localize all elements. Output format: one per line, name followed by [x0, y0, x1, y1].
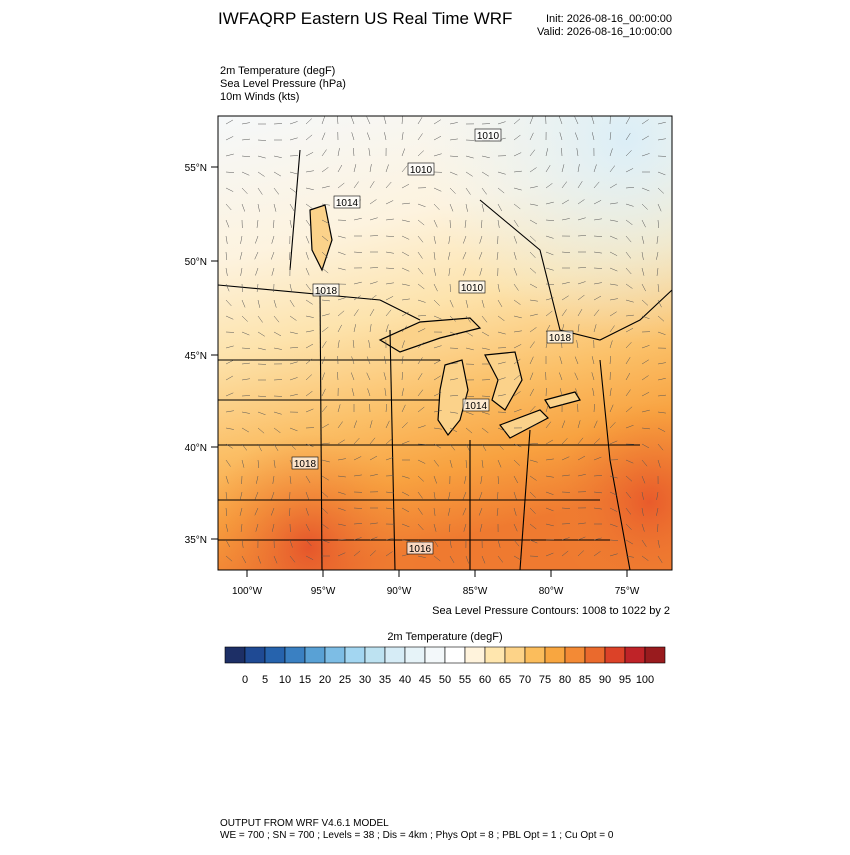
contour-label-box: [546, 330, 574, 344]
field-label: 10m Winds (kts): [220, 91, 299, 103]
contour-label-box: [407, 162, 435, 176]
colorbar-box: [384, 646, 406, 664]
contour-label-box: [333, 195, 361, 209]
great-lakes: [309, 204, 581, 439]
contour-label: 1010: [477, 131, 500, 142]
lat-label: 35°N: [185, 535, 207, 546]
colorbar-label: 70: [519, 674, 531, 686]
lon-label: 85°W: [463, 586, 488, 597]
colorbar-label: 35: [379, 674, 391, 686]
contour-label-box: [474, 128, 502, 142]
colorbar-label: 10: [279, 674, 291, 686]
contour-label-box: [312, 283, 340, 297]
field-label: 2m Temperature (degF): [220, 65, 335, 77]
colorbar-box: [504, 646, 526, 664]
colorbar-box: [524, 646, 546, 664]
colorbar-box: [464, 646, 486, 664]
colorbar-label: 50: [439, 674, 451, 686]
colorbar-box: [224, 646, 246, 664]
colorbar-box: [264, 646, 286, 664]
contour-label: 1010: [410, 165, 433, 176]
title: IWFAQRP Eastern US Real Time WRF: [218, 9, 512, 28]
colorbar-label: 90: [599, 674, 611, 686]
footer-line: OUTPUT FROM WRF V4.6.1 MODEL: [220, 818, 389, 829]
init-time: Init: 2026-08-16_00:00:00: [546, 13, 672, 25]
lat-label: 45°N: [185, 351, 207, 362]
colorbar-label: 15: [299, 674, 311, 686]
contour-label-box: [458, 280, 486, 294]
colorbar-label: 0: [242, 674, 248, 686]
wind-barb-field: [225, 116, 667, 564]
colorbar-box: [564, 646, 586, 664]
contour-label-box: [406, 541, 434, 555]
lat-label: 55°N: [185, 163, 207, 174]
colorbar-box: [284, 646, 306, 664]
contour-label: 1016: [409, 544, 432, 555]
colorbar-box: [444, 646, 466, 664]
map-frame: [217, 115, 673, 571]
colorbar-box: [344, 646, 366, 664]
colorbar-label: 45: [419, 674, 431, 686]
lon-label: 90°W: [387, 586, 412, 597]
colorbar-box: [484, 646, 506, 664]
lon-label: 100°W: [232, 586, 263, 597]
colorbar-label: 30: [359, 674, 371, 686]
contour-label: 1010: [461, 283, 484, 294]
colorbar-box: [424, 646, 446, 664]
contour-note: Sea Level Pressure Contours: 1008 to 102…: [432, 605, 670, 617]
field-label: Sea Level Pressure (hPa): [220, 78, 346, 90]
colorbar-label: 100: [636, 674, 654, 686]
lat-label: 50°N: [185, 257, 207, 268]
contour-label-box: [291, 456, 319, 470]
contour-label: 1018: [549, 333, 572, 344]
contour-label: 1018: [294, 459, 317, 470]
colorbar-box: [584, 646, 606, 664]
lon-label: 80°W: [539, 586, 564, 597]
footer-line: WE = 700 ; SN = 700 ; Levels = 38 ; Dis …: [220, 830, 614, 841]
contour-label-box: [462, 398, 490, 412]
colorbar-label: 20: [319, 674, 331, 686]
colorbar-label: 5: [262, 674, 268, 686]
colorbar-box: [644, 646, 666, 664]
colorbar-title: 2m Temperature (degF): [387, 631, 502, 643]
colorbar-box: [624, 646, 646, 664]
colorbar-box: [364, 646, 386, 664]
colorbar-label: 80: [559, 674, 571, 686]
colorbar-box: [244, 646, 266, 664]
lon-label: 95°W: [311, 586, 336, 597]
colorbar-label: 75: [539, 674, 551, 686]
wind-barbs: [225, 116, 667, 564]
colorbar-label: 55: [459, 674, 471, 686]
contour-label: 1018: [315, 286, 338, 297]
colorbar-box: [324, 646, 346, 664]
colorbar-label: 60: [479, 674, 491, 686]
valid-time: Valid: 2026-08-16_10:00:00: [537, 26, 672, 38]
contour-label: 1014: [465, 401, 488, 412]
colorbar-box: [544, 646, 566, 664]
colorbar-label: 95: [619, 674, 631, 686]
contour-label: 1014: [336, 198, 359, 209]
colorbar-box: [404, 646, 426, 664]
colorbar-label: 65: [499, 674, 511, 686]
lat-label: 40°N: [185, 443, 207, 454]
colorbar-box: [604, 646, 626, 664]
lon-label: 75°W: [615, 586, 640, 597]
borders: [218, 149, 672, 570]
colorbar-label: 25: [339, 674, 351, 686]
warm-area: [218, 116, 672, 570]
map-area: 1010 1010 1014 1018 1010 1018 1014 1018 1016: [218, 116, 672, 570]
colorbar-box: [304, 646, 326, 664]
colorbar-label: 85: [579, 674, 591, 686]
colorbar-label: 40: [399, 674, 411, 686]
